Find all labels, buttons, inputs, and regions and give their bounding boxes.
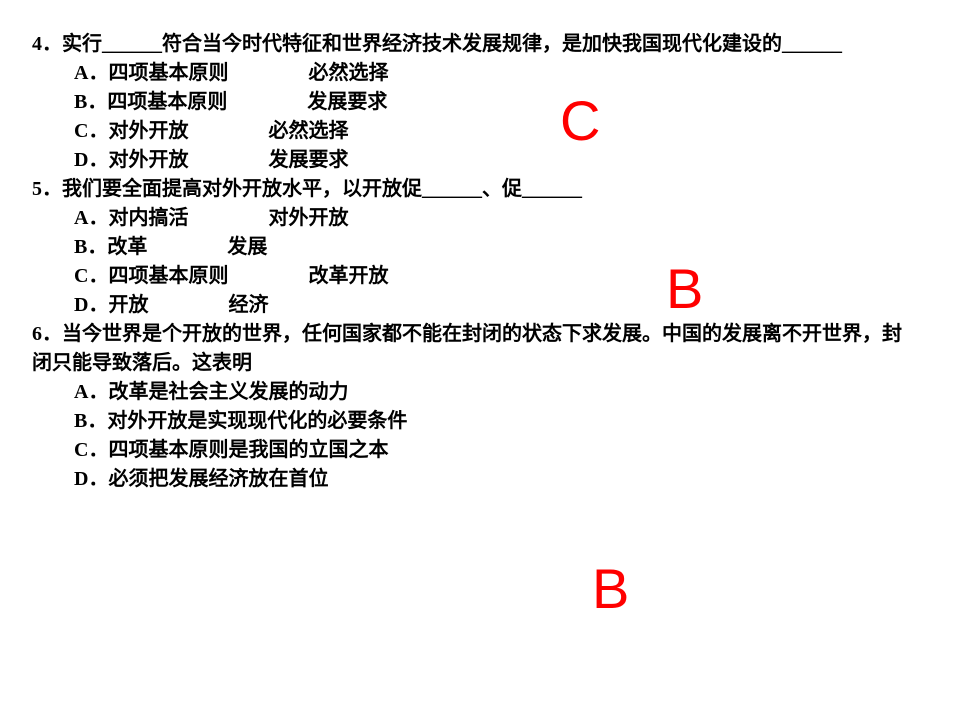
q6-stem: 6．当今世界是个开放的世界，任何国家都不能在封闭的状态下求发展。中国的发展离不开… bbox=[32, 320, 912, 378]
answer-q6: B bbox=[592, 556, 629, 621]
q4-option-d: D．对外开放 发展要求 bbox=[74, 146, 912, 175]
q5-option-a: A．对内搞活 对外开放 bbox=[74, 204, 912, 233]
q6-option-c: C．四项基本原则是我国的立国之本 bbox=[74, 436, 912, 465]
q4-stem: 4．实行______符合当今时代特征和世界经济技术发展规律，是加快我国现代化建设… bbox=[32, 30, 912, 59]
q5-option-c: C．四项基本原则 改革开放 bbox=[74, 262, 912, 291]
q5-option-d: D．开放 经济 bbox=[74, 291, 912, 320]
answer-q5: B bbox=[666, 256, 703, 321]
q4-option-c: C．对外开放 必然选择 bbox=[74, 117, 912, 146]
document-content: 4．实行______符合当今时代特征和世界经济技术发展规律，是加快我国现代化建设… bbox=[32, 30, 912, 494]
q6-option-b: B．对外开放是实现现代化的必要条件 bbox=[74, 407, 912, 436]
q6-option-d: D．必须把发展经济放在首位 bbox=[74, 465, 912, 494]
q5-stem: 5．我们要全面提高对外开放水平，以开放促______、促______ bbox=[32, 175, 912, 204]
q4-option-b: B．四项基本原则 发展要求 bbox=[74, 88, 912, 117]
q4-option-a: A．四项基本原则 必然选择 bbox=[74, 59, 912, 88]
q5-option-b: B．改革 发展 bbox=[74, 233, 912, 262]
answer-q4: C bbox=[560, 88, 600, 153]
q6-option-a: A．改革是社会主义发展的动力 bbox=[74, 378, 912, 407]
